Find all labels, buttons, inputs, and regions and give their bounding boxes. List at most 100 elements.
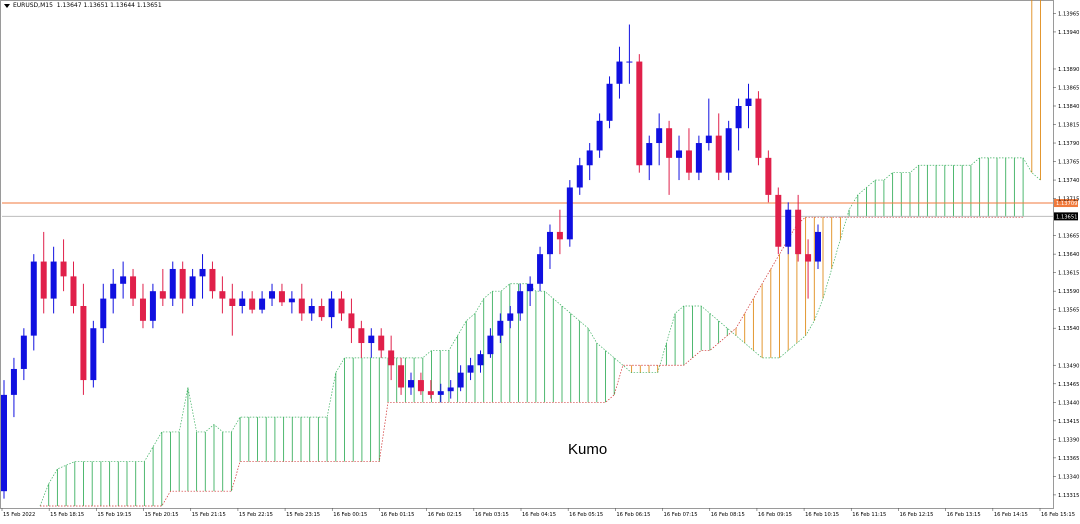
price-lines: 1.13709 1.13651: [2, 199, 1078, 221]
candle-body: [636, 61, 643, 166]
candle-body: [507, 313, 514, 321]
candle-body: [179, 268, 186, 299]
kumo-annotation: Kumo: [568, 441, 608, 458]
candle-body: [20, 335, 27, 369]
kumo-cloud: [39, 0, 1041, 507]
candle-body: [765, 157, 772, 195]
y-tick-label: 1.13890: [1058, 67, 1079, 73]
x-tick-label: 15 Feb 20:15: [145, 512, 179, 518]
candle-body: [70, 276, 77, 306]
candle-body: [229, 298, 236, 306]
candle-body: [785, 209, 792, 247]
y-tick-label: 1.13565: [1058, 308, 1079, 314]
candle-body: [437, 391, 444, 395]
candle-body: [497, 320, 504, 336]
candle-body: [90, 328, 97, 381]
x-tick-label: 16 Feb 10:15: [805, 512, 839, 518]
candle-body: [616, 61, 623, 84]
y-tick-label: 1.13790: [1058, 141, 1079, 147]
chart-header: EURUSD,M15 1.13647 1.13651 1.13644 1.136…: [4, 2, 162, 9]
candle-body: [596, 120, 603, 151]
candle-body: [537, 254, 544, 284]
candle-body: [666, 128, 673, 158]
senkou-span-a: [39, 157, 1041, 507]
candle-body: [199, 268, 206, 277]
candle-body: [348, 313, 355, 329]
candle-body: [120, 276, 127, 284]
candle-body: [10, 368, 17, 395]
candle-body: [745, 98, 752, 106]
x-tick-label: 16 Feb 05:15: [569, 512, 603, 518]
candle-body: [527, 283, 534, 292]
x-tick-label: 16 Feb 00:15: [333, 512, 367, 518]
symbol-label: EURUSD,M15: [13, 2, 53, 9]
candle-body: [169, 268, 176, 299]
x-tick-label: 16 Feb 13:15: [947, 512, 981, 518]
candle-body: [219, 291, 226, 299]
y-tick-label: 1.13315: [1058, 493, 1079, 499]
x-tick-label: 16 Feb 06:15: [616, 512, 650, 518]
x-tick-label: 16 Feb 07:15: [664, 512, 698, 518]
candle-body: [139, 298, 146, 321]
candle-body: [586, 150, 593, 166]
price-axis: 1.13965 1.13940 1.13890 1.13865 1.13840 1.138…: [1053, 11, 1079, 499]
candle-body: [100, 298, 107, 329]
price-label-box: [1054, 199, 1078, 208]
y-tick-label: 1.13440: [1058, 400, 1079, 406]
y-tick-label: 1.13640: [1058, 252, 1079, 258]
candle-body: [477, 354, 484, 366]
candle-body: [685, 150, 692, 173]
y-tick-label: 1.13965: [1058, 11, 1079, 17]
candle-body: [546, 231, 553, 255]
candle-body: [318, 306, 325, 318]
candle-body: [298, 298, 305, 314]
senkou-span-b: [40, 216, 1024, 507]
dropdown-triangle-icon[interactable]: [4, 3, 10, 8]
candle-body: [60, 261, 67, 277]
x-tick-label: 16 Feb 03:15: [475, 512, 509, 518]
y-tick-label: 1.13365: [1058, 456, 1079, 462]
y-tick-label: 1.13615: [1058, 271, 1079, 277]
ohlc-values: 1.13647 1.13651 1.13644 1.13651: [56, 2, 162, 9]
x-tick-label: 16 Feb 08:15: [711, 512, 745, 518]
candle-body: [189, 276, 196, 299]
candle-body: [278, 291, 285, 303]
candle-body: [30, 261, 37, 336]
x-tick-label: 15 Feb 22:15: [239, 512, 273, 518]
x-tick-label: 16 Feb 15:15: [1041, 512, 1075, 518]
candle-body: [40, 261, 47, 299]
x-tick-label: 15 Feb 23:15: [286, 512, 320, 518]
candle-body: [130, 276, 137, 299]
y-tick-label: 1.13815: [1058, 123, 1079, 129]
x-tick-label: 16 Feb 12:15: [899, 512, 933, 518]
candle-body: [467, 365, 474, 373]
x-tick-label: 15 Feb 2022: [3, 512, 35, 518]
x-tick-label: 15 Feb 19:15: [97, 512, 131, 518]
candle-body: [626, 61, 633, 63]
candle-body: [457, 372, 464, 388]
candle-body: [775, 194, 782, 247]
x-tick-label: 15 Feb 21:15: [192, 512, 226, 518]
candle-body: [149, 291, 156, 321]
candle-body: [209, 268, 216, 292]
candle-body: [606, 83, 613, 121]
y-tick-label: 1.13740: [1058, 178, 1079, 184]
candle-body: [705, 135, 712, 144]
candle-body: [715, 135, 722, 173]
candles: [1, 24, 821, 499]
y-tick-label: 1.13840: [1058, 104, 1079, 110]
x-tick-label: 16 Feb 09:15: [758, 512, 792, 518]
y-tick-label: 1.13415: [1058, 419, 1079, 425]
candle-body: [695, 143, 702, 173]
candle-body: [110, 283, 117, 299]
candle-body: [50, 261, 57, 299]
y-tick-label: 1.13715: [1058, 197, 1079, 203]
candle-body: [239, 298, 246, 306]
x-tick-label: 16 Feb 04:15: [522, 512, 556, 518]
candle-body: [80, 306, 87, 381]
y-tick-label: 1.13765: [1058, 160, 1079, 166]
price-label-box: [1054, 212, 1078, 221]
candle-body: [656, 128, 663, 144]
candle-body: [556, 231, 563, 240]
candle-body: [398, 365, 405, 388]
